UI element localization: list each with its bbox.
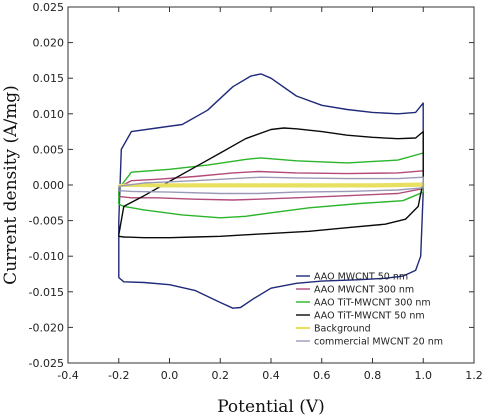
x-tick-label: -0.4 <box>57 369 78 382</box>
x-tick-label: -0.2 <box>108 369 129 382</box>
x-tick-label: 0.4 <box>262 369 280 382</box>
x-tick-label: 1.0 <box>415 369 433 382</box>
series-line-3 <box>118 152 424 219</box>
tick-layer: -0.4 -0.2 0.0 0.2 0.4 0.6 0.8 1.0 1.2 -0.025 -0.02… <box>29 1 483 382</box>
x-tick-label: 0.2 <box>212 369 230 382</box>
series-line-1 <box>118 73 424 309</box>
y-tick-label: 0.025 <box>33 1 65 14</box>
x-tick-label: 0.0 <box>161 369 179 382</box>
legend-label: AAO MWCNT 50 nm <box>314 272 408 283</box>
legend-label: AAO MWCNT 300 nm <box>314 285 414 296</box>
series-line-5 <box>117 182 425 188</box>
y-tick-label: 0.005 <box>33 143 65 156</box>
series-line-4 <box>118 127 424 239</box>
legend-label: commercial MWCNT 20 nm <box>314 337 443 348</box>
series-line-6 <box>118 176 424 195</box>
x-tick-label: 1.2 <box>465 369 483 382</box>
y-tick-label: 0.020 <box>33 37 65 50</box>
y-tick-label: -0.025 <box>29 357 64 370</box>
plot-layer <box>117 73 425 309</box>
legend-label: Background <box>314 324 371 335</box>
y-axis-title: Current density (A/mg) <box>1 85 21 285</box>
legend: AAO MWCNT 50 nm AAO MWCNT 300 nm AAO TiT-M… <box>296 272 443 348</box>
legend-label: AAO TiT-MWCNT 50 nm <box>314 311 425 322</box>
y-tick-label: 0.015 <box>33 72 65 85</box>
y-tick-label: -0.005 <box>29 215 64 228</box>
y-tick-label: 0.000 <box>33 179 65 192</box>
y-tick-label: -0.010 <box>29 250 64 263</box>
x-tick-label: 0.8 <box>364 369 382 382</box>
x-tick-label: 0.6 <box>313 369 331 382</box>
legend-label: AAO TiT-MWCNT 300 nm <box>314 298 431 309</box>
x-axis-title: Potential (V) <box>217 397 325 417</box>
y-tick-label: -0.015 <box>29 286 64 299</box>
y-tick-label: -0.020 <box>29 321 64 334</box>
y-tick-label: 0.010 <box>33 108 65 121</box>
